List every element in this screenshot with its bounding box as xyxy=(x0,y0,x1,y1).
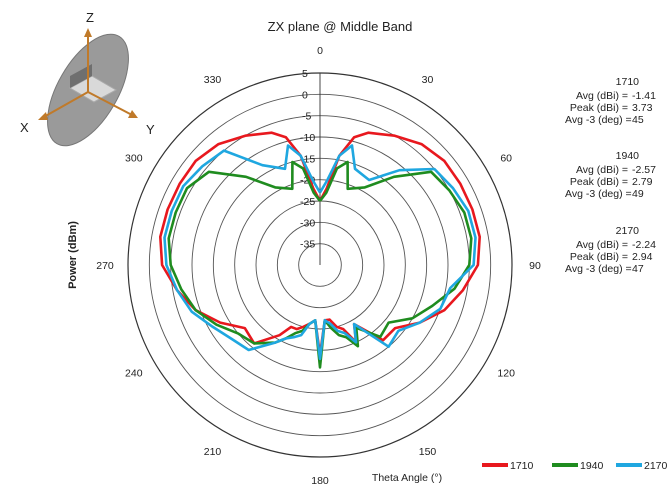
stats-row: Peak (dBi) = 2.79 xyxy=(565,176,665,188)
stats-frequency: 1940 xyxy=(615,150,639,162)
orientation-axis-label: Y xyxy=(146,122,155,137)
legend: 1710 1940 2170 xyxy=(482,460,668,472)
radial-tick-label: 0 xyxy=(302,89,308,101)
chart-title: ZX plane @ Middle Band xyxy=(268,19,413,34)
stats-label: Peak (dBi) = xyxy=(569,251,628,263)
stats-value: 45 xyxy=(632,114,644,126)
stats-label: Avg -3 (deg) = xyxy=(565,188,632,200)
radial-tick-label: -10 xyxy=(300,132,315,144)
legend-label-2170: 2170 xyxy=(644,460,668,472)
stats-row: Avg (dBi) = -2.57 xyxy=(565,164,665,176)
stats-value: -2.57 xyxy=(632,164,656,176)
stats-label: Avg -3 (deg) = xyxy=(565,114,632,126)
angle-tick-label: 300 xyxy=(125,153,143,165)
stats-value: 2.79 xyxy=(632,176,653,188)
series-line-1940 xyxy=(167,160,473,369)
stats-label: Peak (dBi) = xyxy=(569,102,628,114)
radial-tick-label: -35 xyxy=(300,239,315,251)
stats-label: Avg (dBi) = xyxy=(575,164,628,176)
angle-tick-label: 90 xyxy=(529,260,541,272)
stats-block-1710: 1710 Avg (dBi) = -1.41 Peak (dBi) = 3.73 Avg … xyxy=(565,76,665,126)
radial-tick-label: -30 xyxy=(300,217,315,229)
angle-tick-label: 30 xyxy=(422,74,434,86)
series-line-2170 xyxy=(163,144,477,361)
stats-row: Avg (dBi) = -1.41 xyxy=(565,90,665,102)
axis-orientation-icon: Z X Y xyxy=(20,10,155,147)
arrow-head xyxy=(38,112,48,120)
radial-tick-label: 5 xyxy=(302,68,308,80)
series-lines xyxy=(159,131,482,369)
orientation-axis-label: X xyxy=(20,120,29,135)
angle-tick-label: 0 xyxy=(317,45,323,57)
radial-tick-label: -25 xyxy=(300,196,315,208)
angle-tick-label: 330 xyxy=(204,74,222,86)
stats-label: Avg (dBi) = xyxy=(575,90,628,102)
angle-tick-label: 120 xyxy=(497,368,515,380)
angle-tick-label: 210 xyxy=(204,446,222,458)
arrow-head xyxy=(128,110,138,118)
orientation-axis-label: Z xyxy=(86,10,94,25)
stats-block-1940: 1940 Avg (dBi) = -2.57 Peak (dBi) = 2.79 Avg … xyxy=(565,150,665,200)
stats-value: 3.73 xyxy=(632,102,653,114)
stats-label: Peak (dBi) = xyxy=(569,176,628,188)
stats-row: Avg (dBi) = -2.24 xyxy=(565,239,665,251)
stats-label: Avg (dBi) = xyxy=(575,239,628,251)
angle-tick-labels: 0 30 60 90 120 150 180 210 240 270 300 330 xyxy=(96,45,541,487)
legend-label-1940: 1940 xyxy=(580,460,604,472)
stats-value: 2.94 xyxy=(632,251,653,263)
stats-row: Avg -3 (deg) = 45 xyxy=(565,114,665,126)
stats-frequency: 1710 xyxy=(615,76,639,88)
orientation-arrow xyxy=(41,91,89,119)
stats-row: Peak (dBi) = 2.94 xyxy=(565,251,665,263)
stats-row: Avg -3 (deg) = 49 xyxy=(565,188,665,200)
stats-row: Avg -3 (deg) = 47 xyxy=(565,263,665,275)
legend-label-1710: 1710 xyxy=(510,460,534,472)
angle-tick-label: 60 xyxy=(500,153,512,165)
y-axis-label: Power (dBm) xyxy=(67,221,79,289)
stats-row: Peak (dBi) = 3.73 xyxy=(565,102,665,114)
angle-tick-label: 180 xyxy=(311,475,329,487)
arrow-head xyxy=(84,28,92,37)
stats-value: 49 xyxy=(632,188,644,200)
radial-tick-label: -5 xyxy=(302,111,311,123)
polar-grid xyxy=(127,72,513,458)
stats-frequency: 2170 xyxy=(615,225,639,237)
angle-tick-label: 270 xyxy=(96,260,114,272)
orientation-arrow xyxy=(87,91,135,117)
stats-label: Avg -3 (deg) = xyxy=(565,263,632,275)
stats-value: 47 xyxy=(632,263,644,275)
angle-tick-label: 150 xyxy=(419,446,437,458)
orientation-face xyxy=(70,64,92,88)
angle-tick-label: 240 xyxy=(125,368,143,380)
stats-value: -2.24 xyxy=(632,239,656,251)
stats-value: -1.41 xyxy=(632,90,656,102)
stats-block-2170: 2170 Avg (dBi) = -2.24 Peak (dBi) = 2.94 Avg … xyxy=(565,225,665,275)
x-axis-label: Theta Angle (°) xyxy=(372,472,442,484)
